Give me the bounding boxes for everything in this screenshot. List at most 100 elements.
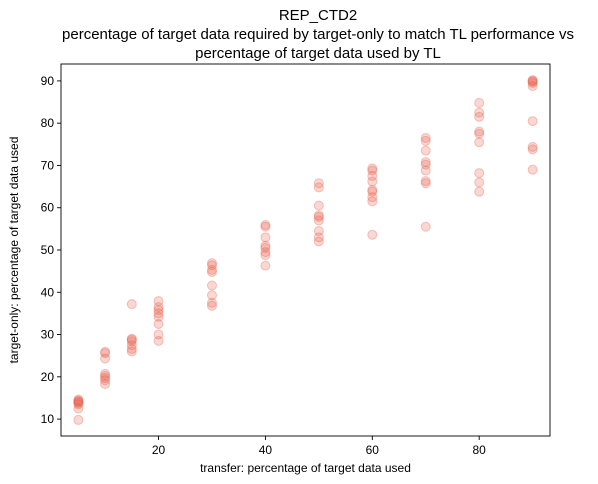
data-point (260, 232, 271, 243)
data-point (153, 318, 164, 329)
data-point (367, 186, 378, 197)
data-point (367, 171, 378, 182)
data-point (206, 300, 217, 311)
data-point (206, 260, 217, 271)
data-point (126, 336, 137, 347)
y-tick-label: 70 (41, 158, 55, 172)
y-tick-label: 10 (41, 412, 55, 426)
data-point (474, 177, 485, 188)
data-point (73, 395, 84, 406)
y-tick-label: 30 (41, 328, 55, 342)
data-point (153, 302, 164, 313)
data-point (527, 80, 538, 91)
data-point (126, 346, 137, 357)
data-point (367, 184, 378, 195)
data-point (73, 398, 84, 409)
data-point (100, 368, 111, 379)
data-point (367, 192, 378, 203)
y-axis-ticks: 10 20 30 40 50 60 70 80 90 (41, 74, 61, 426)
data-point (420, 165, 431, 176)
data-point (206, 280, 217, 291)
data-point (420, 178, 431, 189)
data-point (206, 258, 217, 269)
data-point (313, 200, 324, 211)
data-point (100, 379, 111, 390)
data-point (153, 305, 164, 316)
data-point (260, 221, 271, 232)
x-tick-label: 40 (259, 443, 273, 457)
y-tick-label: 80 (41, 116, 55, 130)
data-point (313, 215, 324, 226)
data-point (527, 144, 538, 155)
data-point (73, 394, 84, 405)
data-point (126, 333, 137, 344)
data-point (367, 229, 378, 240)
data-point (260, 242, 271, 253)
x-tick-label: 20 (152, 443, 166, 457)
data-point (527, 141, 538, 152)
chart-title: REP_CTD2 percentage of target data requi… (62, 7, 574, 62)
data-point (260, 250, 271, 261)
data-point (100, 373, 111, 384)
data-point (100, 346, 111, 357)
data-point (474, 97, 485, 108)
data-point (126, 334, 137, 345)
data-point (126, 340, 137, 351)
data-point (420, 159, 431, 170)
data-point (367, 196, 378, 207)
x-axis-ticks: 20 40 60 80 (152, 436, 486, 457)
data-point (313, 178, 324, 189)
data-point (73, 397, 84, 408)
data-point (367, 176, 378, 187)
data-point (474, 128, 485, 139)
x-tick-label: 60 (366, 443, 380, 457)
y-tick-label: 20 (41, 370, 55, 384)
data-point (367, 165, 378, 176)
data-point (527, 75, 538, 86)
data-point (420, 145, 431, 156)
data-point (73, 396, 84, 407)
data-point (100, 370, 111, 381)
data-point (73, 414, 84, 425)
data-point (206, 266, 217, 277)
y-tick-label: 90 (41, 74, 55, 88)
data-point (474, 137, 485, 148)
y-tick-label: 50 (41, 243, 55, 257)
data-point (153, 308, 164, 319)
y-axis-label: target-only: percentage of target data u… (7, 137, 21, 364)
data-point (420, 221, 431, 232)
data-point (260, 247, 271, 258)
data-point (474, 111, 485, 122)
data-point (367, 163, 378, 174)
data-point (420, 157, 431, 168)
data-point (527, 116, 538, 127)
data-point (420, 135, 431, 146)
chart-title-line-1: REP_CTD2 (279, 7, 357, 24)
data-point (527, 76, 538, 87)
data-point (474, 168, 485, 179)
chart-title-line-2: percentage of target data required by ta… (62, 26, 574, 43)
data-point (126, 299, 137, 310)
data-point (126, 343, 137, 354)
data-point (260, 260, 271, 271)
data-point (313, 225, 324, 236)
data-point (100, 375, 111, 386)
data-point (313, 182, 324, 193)
data-point (527, 78, 538, 89)
data-point (313, 210, 324, 221)
data-point (206, 264, 217, 275)
data-point (420, 132, 431, 143)
data-point (527, 164, 538, 175)
data-point (153, 335, 164, 346)
data-point (474, 186, 485, 197)
data-point (313, 212, 324, 223)
x-axis-label: transfer: percentage of target data used (200, 461, 411, 475)
data-point (206, 297, 217, 308)
data-point (420, 176, 431, 187)
data-point (73, 403, 84, 414)
y-tick-label: 40 (41, 285, 55, 299)
data-point (206, 290, 217, 301)
data-point (153, 329, 164, 340)
data-point (474, 126, 485, 137)
